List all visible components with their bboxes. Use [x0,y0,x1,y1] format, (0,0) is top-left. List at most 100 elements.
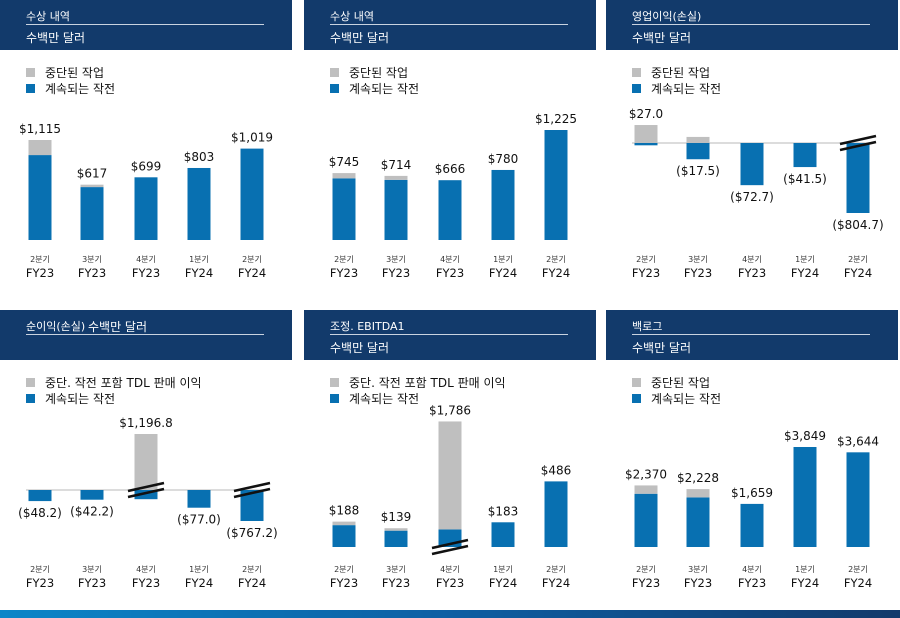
chart-legend: 중단. 작전 포함 TDL 판매 이익 계속되는 작전 [26,374,202,406]
bar-continuing [846,143,870,213]
axis-break-mark [233,481,271,499]
axis-break-line [233,487,271,499]
legend-item-discontinued: 중단된 작업 [330,64,419,80]
legend-label: 계속되는 작전 [45,81,116,96]
quarter-tick-label: 4분기 [136,565,156,574]
quarter-tick-label: 2분기 [848,565,868,574]
fiscal-year-tick-label: FY23 [26,266,54,280]
data-label: $1,225 [535,112,577,126]
legend-swatch-gray [632,67,641,77]
quarter-tick-label: 2분기 [848,255,868,264]
bar-continuing [28,155,52,240]
fiscal-year-tick-label: FY23 [132,266,160,280]
axis-break-mark [839,134,877,152]
bar-continuing [793,143,817,168]
legend-swatch-blue [632,393,641,403]
bar-continuing [438,180,462,240]
header-divider [26,334,264,335]
legend-swatch-blue [632,83,641,93]
quarter-tick-label: 1분기 [795,565,815,574]
quarter-tick-label: 2분기 [30,565,50,574]
fiscal-year-tick-label: FY23 [436,266,464,280]
legend-swatch-gray [330,67,339,77]
bar-continuing [240,490,264,521]
data-label: $617 [77,167,108,181]
quarter-tick-label: 3분기 [688,255,708,264]
quarter-tick-label: 2분기 [546,255,566,264]
bar-continuing [134,177,158,240]
data-label: $3,849 [784,429,826,443]
data-label: $1,196.8 [119,416,172,430]
panel-title: 영업이익(손실) [632,10,702,23]
footer-gradient-bar [0,610,900,618]
quarter-tick-label: 4분기 [742,565,762,574]
legend-label: 중단. 작전 포함 TDL 판매 이익 [45,375,202,390]
legend-label: 중단된 작업 [349,65,409,80]
chart-panel: 수상 내역 수백만 달러 중단된 작업 계속되는 작전 $745 2분기 FY23 $… [304,0,596,300]
data-label: ($72.7) [730,190,774,204]
bar-discontinued [28,140,52,156]
quarter-tick-label: 3분기 [82,255,102,264]
axis-break-line [431,544,469,556]
bar-discontinued [634,485,658,494]
legend-swatch-gray [26,377,35,387]
bar-continuing [332,525,356,547]
axis-break-mark [431,538,469,556]
fiscal-year-tick-label: FY23 [78,576,106,590]
bar-continuing [187,490,211,508]
quarter-tick-label: 4분기 [440,565,460,574]
panel-header: 수상 내역 수백만 달러 [304,0,596,50]
fiscal-year-tick-label: FY24 [489,266,517,280]
data-label: $2,370 [625,467,667,481]
panel-header: 순이익(손실) 수백만 달러 [0,310,292,360]
data-label: ($804.7) [832,218,883,232]
chart-panel: 백로그 수백만 달러 중단된 작업 계속되는 작전 $2,370 2분기 FY23 $… [606,310,898,610]
fiscal-year-tick-label: FY24 [542,576,570,590]
fiscal-year-tick-label: FY24 [844,576,872,590]
fiscal-year-tick-label: FY23 [632,266,660,280]
header-divider [330,24,568,25]
bar-continuing [80,490,104,500]
legend-label: 중단된 작업 [651,65,711,80]
bar-continuing [846,452,870,547]
fiscal-year-tick-label: FY24 [238,576,266,590]
legend-swatch-blue [26,393,35,403]
quarter-tick-label: 4분기 [136,255,156,264]
panel-header: 수상 내역 수백만 달러 [0,0,292,50]
header-divider [632,334,870,335]
axis-break-line [233,481,271,493]
quarter-tick-label: 3분기 [688,565,708,574]
legend-item-continuing: 계속되는 작전 [26,390,202,406]
bar-continuing [686,143,710,160]
legend-item-continuing: 계속되는 작전 [632,80,721,96]
bar-discontinued [384,528,408,531]
bar-discontinued [686,489,710,498]
panel-header: 영업이익(손실) 수백만 달러 [606,0,898,50]
data-label: ($42.2) [70,505,114,519]
bar-continuing [384,530,408,547]
bar-continuing [384,179,408,240]
data-label: $1,019 [231,131,273,145]
fiscal-year-tick-label: FY23 [632,576,660,590]
quarter-tick-label: 1분기 [189,565,209,574]
data-label: $27.0 [629,107,663,121]
fiscal-year-tick-label: FY23 [738,576,766,590]
legend-item-discontinued: 중단된 작업 [26,64,115,80]
fiscal-year-tick-label: FY23 [26,576,54,590]
quarter-tick-label: 2분기 [242,255,262,264]
bar-continuing [80,187,104,240]
bar-discontinued [438,421,462,530]
bar-continuing [686,497,710,547]
legend-swatch-blue [330,83,339,93]
quarter-tick-label: 2분기 [334,565,354,574]
fiscal-year-tick-label: FY23 [382,266,410,280]
legend-item-discontinued: 중단. 작전 포함 TDL 판매 이익 [330,374,506,390]
bar-continuing [491,522,515,547]
bar-continuing [332,178,356,240]
quarter-tick-label: 2분기 [30,255,50,264]
data-label: $666 [435,162,466,176]
legend-swatch-blue [26,83,35,93]
bar-continuing [187,167,211,240]
panel-unit: 수백만 달러 [632,341,692,355]
chart-legend: 중단된 작업 계속되는 작전 [632,374,721,406]
